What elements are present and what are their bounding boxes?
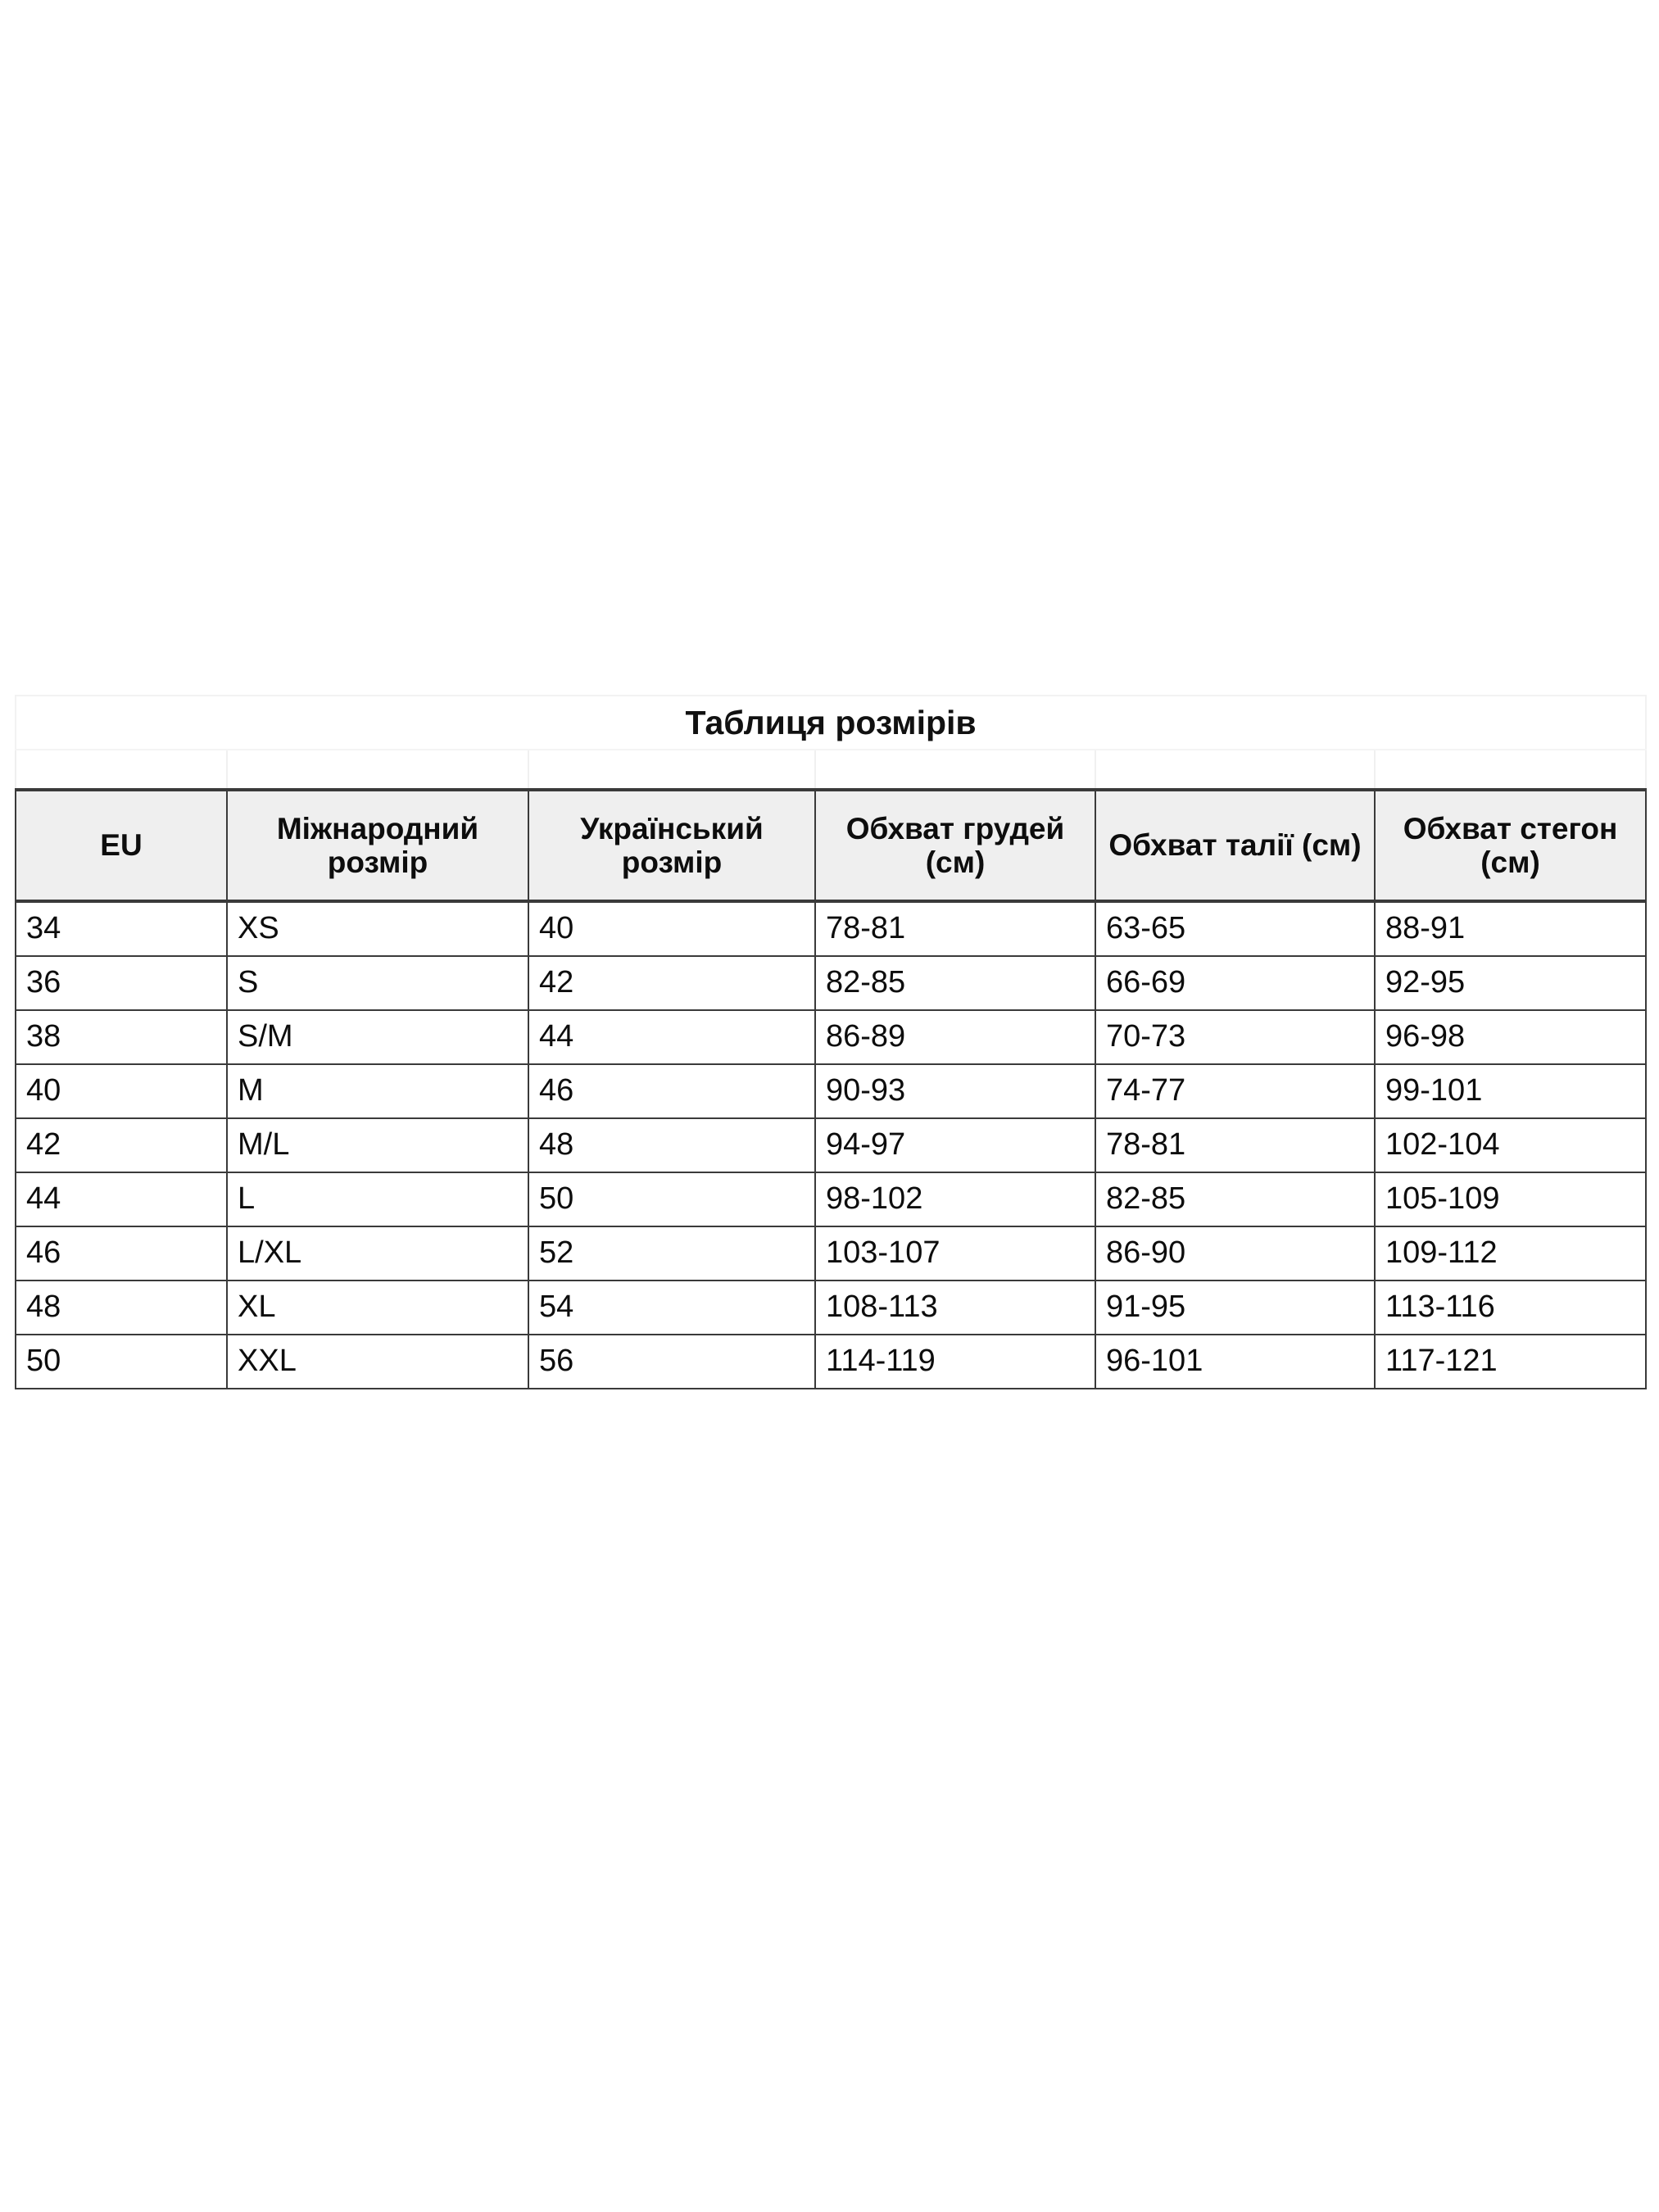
cell-hip: 88-91 — [1373, 900, 1648, 957]
cell-waist: 82-85 — [1095, 1172, 1376, 1227]
cell-eu: 46 — [15, 1226, 228, 1281]
cell-bust: 86-89 — [814, 1009, 1096, 1065]
table-row: 40 M 46 90-93 74-77 99-101 — [15, 1063, 1648, 1119]
cell-ua: 54 — [528, 1280, 816, 1335]
size-chart-table: Таблиця розмірів EU Міжнародний розмір У… — [14, 695, 1648, 1389]
cell-bust: 94-97 — [814, 1117, 1096, 1173]
cell-ua: 42 — [528, 955, 816, 1011]
cell-intl: S/M — [226, 1009, 529, 1065]
page-title: Таблиця розмірів — [685, 704, 977, 741]
column-header-intl: Міжнародний розмір — [226, 788, 529, 903]
cell-eu: 42 — [15, 1117, 228, 1173]
cell-hip: 105-109 — [1373, 1172, 1648, 1227]
cell-bust: 82-85 — [814, 955, 1096, 1011]
cell-bust: 103-107 — [814, 1226, 1096, 1281]
cell-hip: 117-121 — [1373, 1334, 1648, 1389]
table-row: 46 L/XL 52 103-107 86-90 109-112 — [15, 1226, 1648, 1281]
table-spacer-row — [15, 749, 1648, 790]
cell-waist: 78-81 — [1095, 1117, 1376, 1173]
cell-intl: M — [226, 1063, 529, 1119]
cell-intl: XL — [226, 1280, 529, 1335]
cell-waist: 86-90 — [1095, 1226, 1376, 1281]
cell-waist: 91-95 — [1095, 1280, 1376, 1335]
cell-eu: 34 — [15, 900, 228, 957]
column-header-hip: Обхват стегон (см) — [1373, 788, 1648, 903]
cell-intl: L — [226, 1172, 529, 1227]
cell-ua: 52 — [528, 1226, 816, 1281]
cell-bust: 98-102 — [814, 1172, 1096, 1227]
column-header-eu: EU — [15, 788, 228, 903]
cell-eu: 40 — [15, 1063, 228, 1119]
spacer-cell — [226, 749, 529, 790]
cell-eu: 44 — [15, 1172, 228, 1227]
column-header-waist: Обхват талії (см) — [1095, 788, 1376, 903]
table-row: 34 XS 40 78-81 63-65 88-91 — [15, 900, 1648, 957]
cell-ua: 56 — [528, 1334, 816, 1389]
cell-waist: 96-101 — [1095, 1334, 1376, 1389]
table-title-cell: Таблиця розмірів — [14, 695, 1648, 750]
cell-intl: M/L — [226, 1117, 529, 1173]
cell-bust: 108-113 — [814, 1280, 1096, 1335]
spacer-cell — [814, 749, 1096, 790]
cell-ua: 46 — [528, 1063, 816, 1119]
cell-ua: 40 — [528, 900, 816, 957]
cell-eu: 36 — [15, 955, 228, 1011]
cell-eu: 48 — [15, 1280, 228, 1335]
cell-intl: S — [226, 955, 529, 1011]
cell-ua: 50 — [528, 1172, 816, 1227]
table-title-row: Таблиця розмірів — [14, 695, 1648, 750]
cell-hip: 96-98 — [1373, 1009, 1648, 1065]
cell-waist: 70-73 — [1095, 1009, 1376, 1065]
table-header-row: EU Міжнародний розмір Український розмір… — [15, 788, 1648, 903]
cell-intl: XXL — [226, 1334, 529, 1389]
cell-hip: 109-112 — [1373, 1226, 1648, 1281]
table-row: 38 S/M 44 86-89 70-73 96-98 — [15, 1009, 1648, 1065]
cell-hip: 102-104 — [1373, 1117, 1648, 1173]
cell-hip: 113-116 — [1373, 1280, 1648, 1335]
spacer-cell — [1373, 749, 1648, 790]
table-row: 48 XL 54 108-113 91-95 113-116 — [15, 1280, 1648, 1335]
cell-bust: 114-119 — [814, 1334, 1096, 1389]
cell-hip: 99-101 — [1373, 1063, 1648, 1119]
table-row: 50 XXL 56 114-119 96-101 117-121 — [15, 1334, 1648, 1389]
spacer-cell — [15, 749, 228, 790]
cell-waist: 66-69 — [1095, 955, 1376, 1011]
table-row: 36 S 42 82-85 66-69 92-95 — [15, 955, 1648, 1011]
cell-waist: 74-77 — [1095, 1063, 1376, 1119]
cell-bust: 78-81 — [814, 900, 1096, 957]
column-header-ua: Український розмір — [528, 788, 816, 903]
spacer-cell — [1095, 749, 1376, 790]
column-header-bust: Обхват грудей (см) — [814, 788, 1096, 903]
cell-bust: 90-93 — [814, 1063, 1096, 1119]
cell-eu: 50 — [15, 1334, 228, 1389]
cell-waist: 63-65 — [1095, 900, 1376, 957]
cell-intl: L/XL — [226, 1226, 529, 1281]
cell-hip: 92-95 — [1373, 955, 1648, 1011]
spacer-cell — [528, 749, 816, 790]
table-row: 42 M/L 48 94-97 78-81 102-104 — [15, 1117, 1648, 1173]
cell-intl: XS — [226, 900, 529, 957]
cell-ua: 48 — [528, 1117, 816, 1173]
table-row: 44 L 50 98-102 82-85 105-109 — [15, 1172, 1648, 1227]
cell-eu: 38 — [15, 1009, 228, 1065]
size-chart-container: Таблиця розмірів EU Міжнародний розмір У… — [14, 695, 1648, 1389]
cell-ua: 44 — [528, 1009, 816, 1065]
